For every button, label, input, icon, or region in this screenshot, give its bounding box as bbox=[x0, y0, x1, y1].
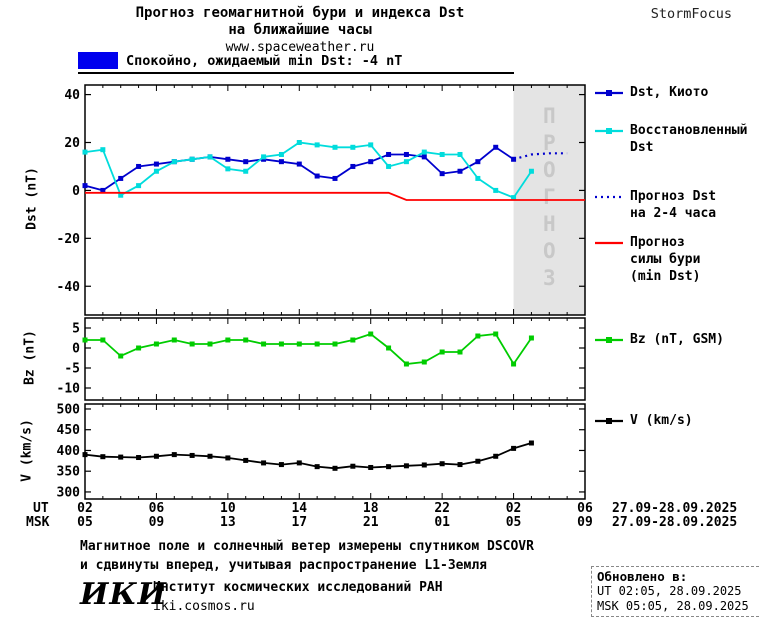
x-tick-label: 10 bbox=[220, 501, 236, 516]
restored-dst-swatch-icon bbox=[595, 128, 623, 134]
legend-dst-forecast-label: Прогноз Dst на 2-4 часа bbox=[630, 189, 717, 221]
status-swatch bbox=[78, 52, 118, 69]
x-tick-label: 13 bbox=[220, 515, 236, 530]
x-tick-label: 17 bbox=[291, 515, 308, 530]
x-tick-label: 01 bbox=[434, 515, 450, 530]
ut-label: UT bbox=[33, 501, 49, 516]
institute-name: Институт космических исследований РАН bbox=[153, 580, 443, 595]
updated-ut: UT 02:05, 28.09.2025 bbox=[597, 584, 742, 598]
svg-text:40: 40 bbox=[64, 88, 80, 103]
svg-text:-5: -5 bbox=[64, 362, 80, 377]
title-line-2: на ближайшие часы bbox=[228, 22, 372, 38]
svg-text:0: 0 bbox=[72, 342, 80, 357]
svg-text:О: О bbox=[543, 239, 556, 263]
title-line-1: Прогноз геомагнитной бури и индекса Dst bbox=[135, 5, 465, 21]
legend-bz-label: Bz (nT, GSM) bbox=[630, 332, 724, 347]
v-axis-label: V (km/s) bbox=[19, 419, 35, 482]
x-tick-label: 06 bbox=[577, 501, 593, 516]
bz-chart-panel: 5 0 -5 -10 bbox=[57, 317, 586, 401]
iki-logo: ИКИ bbox=[80, 577, 167, 612]
x-tick-label: 02 bbox=[505, 501, 522, 516]
msk-date-range: 27.09-28.09.2025 bbox=[612, 515, 738, 530]
dst-kyoto-swatch-icon bbox=[595, 90, 623, 96]
svg-text:З: З bbox=[543, 266, 556, 290]
legend-restored-dst: Восстановленный Dst bbox=[594, 122, 747, 156]
x-tick-label: 05 bbox=[77, 515, 93, 530]
institute-site-url: iki.cosmos.ru bbox=[153, 599, 255, 614]
x-tick-label: 09 bbox=[577, 515, 593, 530]
svg-text:400: 400 bbox=[57, 444, 81, 459]
legend-restored-dst-label: Восстановленный Dst bbox=[630, 123, 748, 155]
x-tick-label: 14 bbox=[291, 501, 308, 516]
svg-text:-20: -20 bbox=[57, 232, 81, 247]
svg-text:П: П bbox=[543, 104, 556, 128]
msk-axis-row: MSK 27.09-28.09.2025 05 09 13 17 21 01 05 09 bbox=[0, 515, 760, 531]
status-label: Спокойно, ожидаемый min Dst: -4 nT bbox=[126, 52, 403, 69]
legend-dst-kyoto: Dst, Киото bbox=[594, 84, 708, 101]
svg-text:Н: Н bbox=[543, 212, 556, 236]
svg-text:20: 20 bbox=[64, 136, 80, 151]
svg-text:350: 350 bbox=[57, 465, 81, 480]
bz-swatch-icon bbox=[595, 337, 623, 343]
note-line-2: и сдвинуты вперед, учитывая распростране… bbox=[80, 558, 487, 573]
dst-axis-label: Dst (nT) bbox=[24, 167, 40, 230]
x-tick-label: 22 bbox=[434, 501, 450, 516]
ut-axis-row: UT 27.09-28.09.2025 02 06 10 14 18 22 02 06 bbox=[0, 501, 760, 517]
legend-v-label: V (km/s) bbox=[630, 413, 693, 428]
x-tick-label: 05 bbox=[505, 515, 522, 530]
legend-v: V (km/s) bbox=[594, 412, 693, 429]
svg-text:-40: -40 bbox=[57, 280, 81, 295]
x-tick-label: 09 bbox=[148, 515, 165, 530]
v-chart-panel: 500 450 400 350 300 bbox=[57, 402, 586, 500]
msk-label: MSK bbox=[26, 515, 50, 530]
svg-text:500: 500 bbox=[57, 402, 81, 417]
dst-forecast-swatch-icon bbox=[595, 195, 623, 199]
legend-storm-forecast-label: Прогноз силы бури (min Dst) bbox=[630, 235, 701, 284]
svg-text:0: 0 bbox=[72, 184, 80, 199]
v-swatch-icon bbox=[595, 418, 623, 424]
legend-dst-forecast: Прогноз Dst на 2-4 часа bbox=[594, 188, 716, 222]
legend-storm-forecast: Прогноз силы бури (min Dst) bbox=[594, 234, 700, 285]
updated-at-box: Обновлено в: UT 02:05, 28.09.2025 MSK 05… bbox=[591, 566, 760, 617]
svg-text:450: 450 bbox=[57, 423, 81, 438]
ut-date-range: 27.09-28.09.2025 bbox=[612, 501, 738, 516]
x-tick-label: 02 bbox=[77, 501, 93, 516]
storm-forecast-swatch-icon bbox=[595, 241, 623, 245]
updated-msk: MSK 05:05, 28.09.2025 bbox=[597, 599, 749, 613]
svg-text:300: 300 bbox=[57, 485, 81, 500]
updated-title: Обновлено в: bbox=[597, 569, 688, 584]
svg-text:Р: Р bbox=[543, 131, 556, 155]
source-url: www.spaceweather.ru bbox=[225, 40, 375, 55]
page-title: Прогноз геомагнитной бури и индекса Dst … bbox=[80, 5, 520, 56]
svg-text:О: О bbox=[543, 158, 556, 182]
x-tick-label: 21 bbox=[362, 515, 379, 530]
legend-bz: Bz (nT, GSM) bbox=[594, 331, 724, 348]
note-line-1: Магнитное поле и солнечный ветер измерен… bbox=[80, 539, 534, 554]
svg-text:Г: Г bbox=[543, 185, 556, 209]
svg-text:-10: -10 bbox=[57, 382, 81, 397]
x-tick-label: 18 bbox=[362, 501, 379, 516]
data-source-note: Магнитное поле и солнечный ветер измерен… bbox=[80, 537, 534, 575]
brand-label: StormFocus bbox=[650, 6, 732, 22]
svg-text:5: 5 bbox=[72, 322, 80, 337]
status-banner: Спокойно, ожидаемый min Dst: -4 nT bbox=[78, 52, 514, 74]
x-tick-label: 06 bbox=[148, 501, 165, 516]
legend-dst-kyoto-label: Dst, Киото bbox=[630, 85, 709, 100]
